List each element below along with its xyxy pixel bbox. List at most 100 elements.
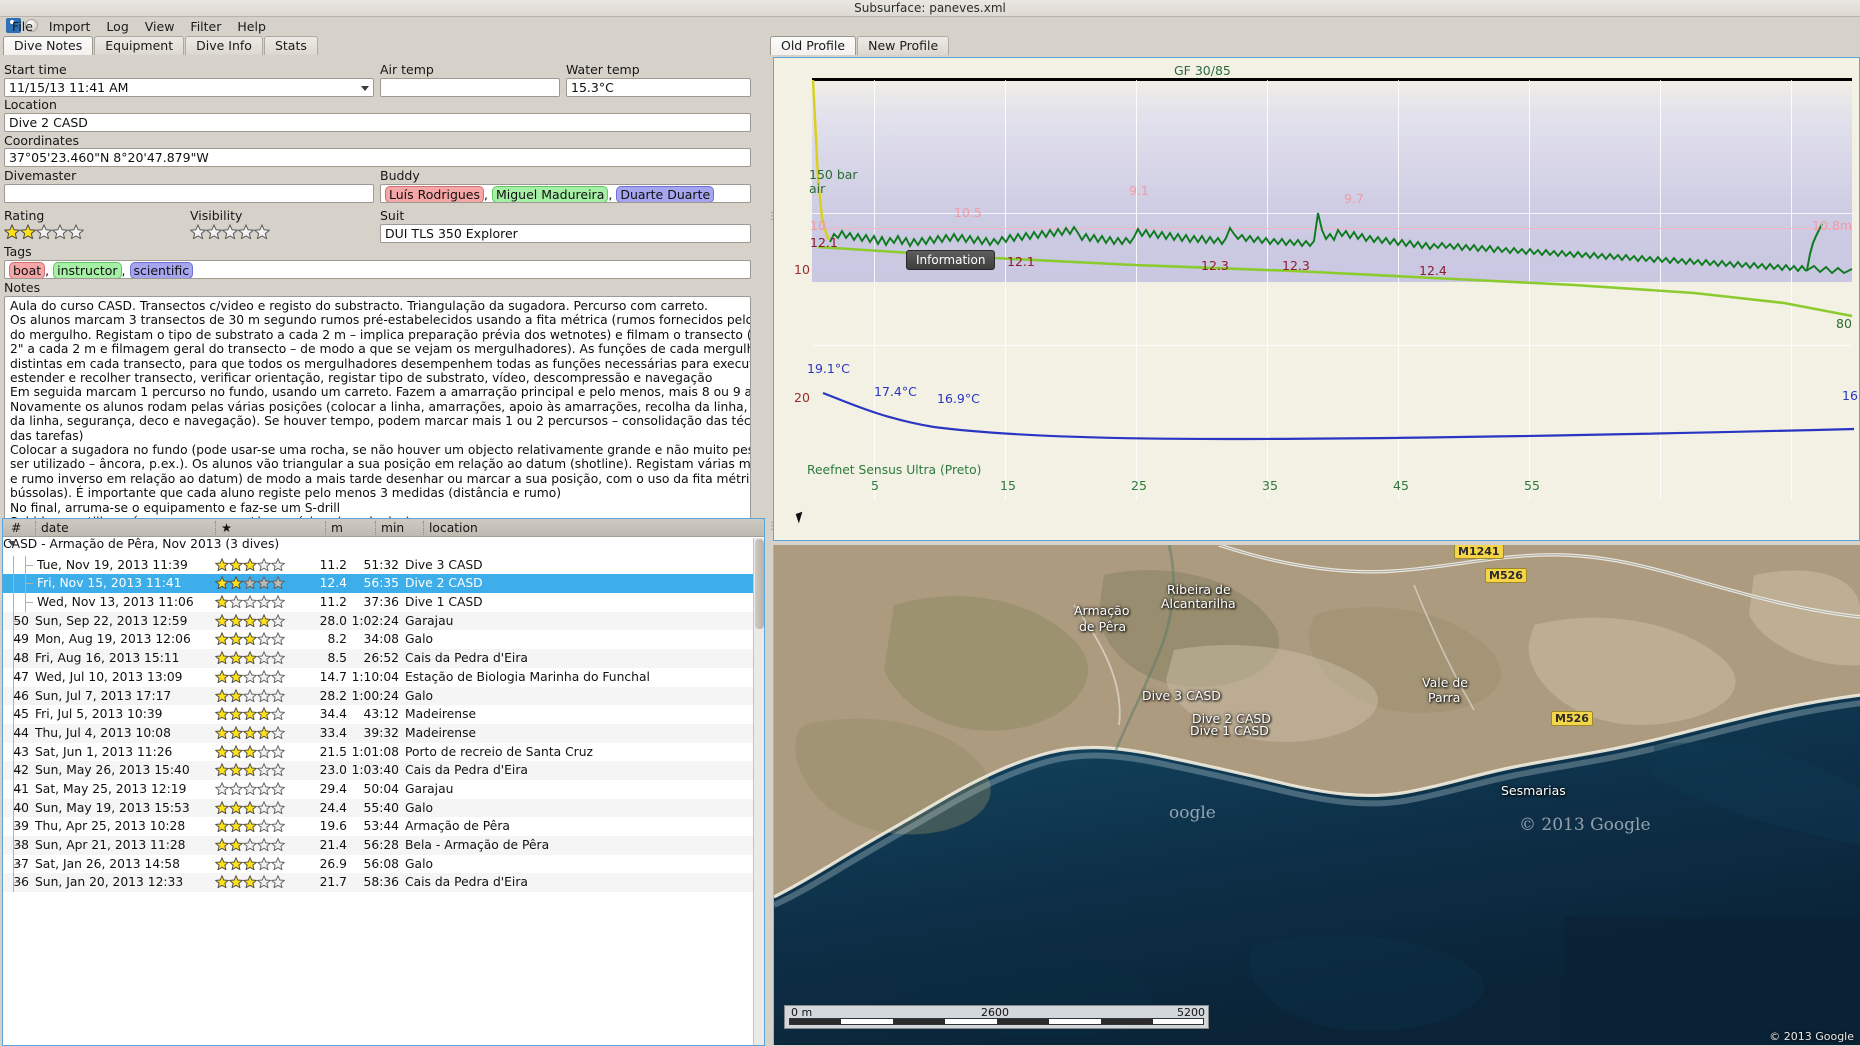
table-row[interactable]: 48 Fri, Aug 16, 2013 15:11 8.5 26:52 Cais da…: [3, 649, 764, 668]
road-badge-m526-a[interactable]: M526: [1485, 568, 1527, 583]
tab-old-profile[interactable]: Old Profile: [770, 36, 857, 55]
dive-location-map[interactable]: oogle © 2013 Google Armação de Pêra Ribe…: [773, 545, 1860, 1045]
dive-profile-panel[interactable]: 10 20 5 15 25 35 45 55 GF 30/85 150 bar …: [773, 57, 1860, 541]
star-1[interactable]: [4, 224, 20, 239]
tree-trunk: [13, 555, 14, 575]
cell-number: 50: [13, 613, 29, 628]
menu-filter[interactable]: Filter: [190, 19, 222, 34]
water-temp-input[interactable]: 15.3°C: [566, 78, 751, 97]
table-row[interactable]: 38 Sun, Apr 21, 2013 11:28 21.4 56:28 Bela -…: [3, 836, 764, 855]
cell-depth: 29.4: [319, 781, 347, 796]
table-row[interactable]: 47 Wed, Jul 10, 2013 13:09 14.7 1:10:04 Esta…: [3, 667, 764, 687]
dive-list-body[interactable]: CASD - Armação de Pêra, Nov 2013 (3 dive…: [3, 537, 764, 893]
rating-stars[interactable]: [4, 224, 84, 239]
table-row[interactable]: 46 Sun, Jul 7, 2013 17:17 28.2 1:00:24 Galo: [3, 686, 764, 706]
information-button[interactable]: Information: [906, 250, 996, 270]
coordinates-input[interactable]: 37°05'23.460"N 8°20'47.879"W: [4, 148, 751, 167]
column-header-date[interactable]: date: [35, 521, 69, 535]
table-row[interactable]: 40 Sun, May 19, 2013 15:53 24.4 55:40 Galo: [3, 798, 764, 818]
table-row[interactable]: Fri, Nov 15, 2013 11:41 12.4 56:35 Dive 2 C…: [3, 574, 764, 594]
cell-number: 44: [13, 725, 29, 740]
tab-stats[interactable]: Stats: [263, 36, 318, 55]
menu-file[interactable]: File: [12, 19, 33, 34]
map-marker-dive-2[interactable]: Dive 2 CASD: [1192, 711, 1271, 726]
table-row[interactable]: Tue, Nov 19, 2013 11:39 11.2 51:32 Dive 3 C…: [3, 555, 764, 575]
notes-line: 2" a cada 2 m e filmagem geral do transe…: [10, 342, 751, 357]
dive-profile-plot[interactable]: 10 20 5 15 25 35 45 55 GF 30/85 150 bar …: [774, 58, 1859, 540]
table-row[interactable]: 42 Sun, May 26, 2013 15:40 23.0 1:03:40 Cais…: [3, 761, 764, 780]
depth-peak-9-7: 9.7: [1344, 191, 1364, 206]
menu-log[interactable]: Log: [106, 19, 129, 34]
chevron-down-icon[interactable]: [8, 541, 16, 546]
road-badge-m526-b[interactable]: M526: [1551, 711, 1593, 726]
cell-depth: 24.4: [319, 800, 347, 815]
dive-group-row[interactable]: CASD - Armação de Pêra, Nov 2013 (3 dive…: [3, 537, 764, 556]
vertical-splitter[interactable]: ⋮ ⋮: [766, 36, 777, 1046]
dive-list-scroll-thumb[interactable]: [755, 539, 764, 629]
star-5[interactable]: [254, 224, 270, 239]
tab-dive-notes[interactable]: Dive Notes: [3, 36, 94, 55]
star-3[interactable]: [222, 224, 238, 239]
column-header-depth[interactable]: m: [325, 521, 343, 535]
cell-depth: 21.5: [319, 744, 347, 759]
tag-pill-0[interactable]: boat: [9, 262, 46, 278]
tree-tick: [14, 845, 22, 846]
cell-date: Sun, Jul 7, 2013 17:17: [35, 688, 172, 703]
depth-peak-10-5: 10.5: [954, 205, 982, 220]
column-header-number[interactable]: #: [11, 521, 22, 535]
tree-trunk: [13, 742, 14, 762]
table-row[interactable]: 36 Sun, Jan 20, 2013 12:33 21.7 58:36 Cais d…: [3, 873, 764, 893]
table-row[interactable]: 50 Sun, Sep 22, 2013 12:59 28.0 1:02:24 Gara…: [3, 611, 764, 631]
column-header-duration[interactable]: min: [375, 521, 404, 535]
menu-help[interactable]: Help: [237, 19, 266, 34]
tag-pill-1[interactable]: instructor: [53, 262, 122, 278]
star-2[interactable]: [206, 224, 222, 239]
menu-import[interactable]: Import: [48, 19, 91, 34]
table-row[interactable]: 37 Sat, Jan 26, 2013 14:58 26.9 56:08 Galo: [3, 854, 764, 874]
table-row[interactable]: 39 Thu, Apr 25, 2013 10:28 19.6 53:44 Armaçã…: [3, 817, 764, 836]
star-4[interactable]: [238, 224, 254, 239]
dive-list-scrollbar[interactable]: [753, 538, 764, 1045]
cell-number: 48: [13, 651, 29, 666]
table-row[interactable]: 49 Mon, Aug 19, 2013 12:06 8.2 34:08 Galo: [3, 630, 764, 650]
dive-list[interactable]: # date ★ m min location CASD - Armação d…: [2, 518, 765, 1046]
star-3[interactable]: [36, 224, 52, 239]
tree-trunk: [13, 630, 14, 650]
tab-new-profile[interactable]: New Profile: [857, 36, 950, 55]
ascent-trace: [1806, 223, 1823, 271]
buddy-input[interactable]: Luís Rodrigues, Miguel Madureira, Duarte…: [380, 184, 751, 203]
tab-dive-info[interactable]: Dive Info: [185, 36, 263, 55]
suit-input[interactable]: DUI TLS 350 Explorer: [380, 224, 751, 243]
buddy-pill-0[interactable]: Luís Rodrigues: [385, 186, 485, 202]
divemaster-input[interactable]: [4, 184, 374, 203]
buddy-pill-2[interactable]: Duarte Duarte: [616, 186, 715, 202]
star-1[interactable]: [190, 224, 206, 239]
table-row[interactable]: Wed, Nov 13, 2013 11:06 11.2 37:36 Dive 1 C…: [3, 593, 764, 612]
star-5[interactable]: [68, 224, 84, 239]
tags-input[interactable]: boat, instructor, scientific: [4, 260, 751, 279]
right-pane: Old Profile New Profile: [770, 36, 1860, 1046]
column-header-rating[interactable]: ★: [215, 521, 232, 535]
map-marker-dive-1[interactable]: Dive 1 CASD: [1190, 723, 1269, 738]
column-header-location[interactable]: location: [423, 521, 478, 535]
cell-rating: [214, 781, 286, 796]
visibility-stars[interactable]: [190, 224, 270, 239]
start-time-input[interactable]: 11/15/13 11:41 AM: [4, 78, 374, 97]
x-tick-45: 45: [1393, 478, 1409, 493]
tab-equipment[interactable]: Equipment: [94, 36, 185, 55]
notes-textarea[interactable]: Aula do curso CASD. Transectos c/video e…: [4, 296, 751, 539]
buddy-pill-1[interactable]: Miguel Madureira: [491, 186, 609, 202]
table-row[interactable]: 43 Sat, Jun 1, 2013 11:26 21.5 1:01:08 Porto…: [3, 742, 764, 762]
star-4[interactable]: [52, 224, 68, 239]
air-temp-input[interactable]: [380, 78, 560, 97]
table-row[interactable]: 44 Thu, Jul 4, 2013 10:08 33.4 39:32 Madeire…: [3, 723, 764, 743]
road-badge-m1241[interactable]: M1241: [1454, 545, 1504, 559]
tag-pill-2[interactable]: scientific: [129, 262, 194, 278]
menu-view[interactable]: View: [144, 19, 175, 34]
location-input[interactable]: Dive 2 CASD: [4, 113, 751, 132]
table-row[interactable]: 41 Sat, May 25, 2013 12:19 29.4 50:04 Garaja…: [3, 779, 764, 799]
table-row[interactable]: 45 Fri, Jul 5, 2013 10:39 34.4 43:12 Madeire…: [3, 705, 764, 724]
map-marker-dive-3[interactable]: Dive 3 CASD: [1142, 688, 1221, 703]
star-2[interactable]: [20, 224, 36, 239]
tree-tick: [14, 695, 22, 697]
